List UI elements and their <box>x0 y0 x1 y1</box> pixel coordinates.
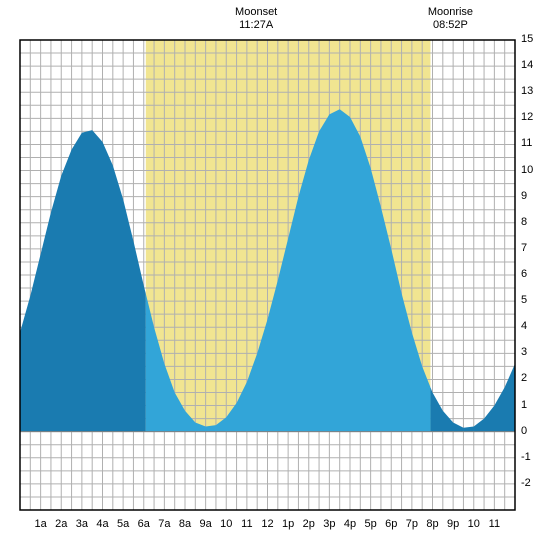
y-tick-label: 12 <box>521 111 533 123</box>
x-tick-label: 2p <box>303 518 315 530</box>
x-tick-label: 3p <box>323 518 335 530</box>
y-tick-label: -2 <box>521 477 531 489</box>
y-tick-label: 14 <box>521 59 533 71</box>
tide-chart: -2-101234567891011121314151a2a3a4a5a6a7a… <box>0 0 550 550</box>
x-tick-label: 7p <box>406 518 418 530</box>
x-tick-label: 8p <box>426 518 438 530</box>
x-tick-label: 1a <box>35 518 47 530</box>
y-tick-label: 11 <box>521 137 532 149</box>
annotation-moonrise: Moonrise08:52P <box>420 6 480 32</box>
x-tick-label: 8a <box>179 518 191 530</box>
y-tick-label: 4 <box>521 320 527 332</box>
x-tick-label: 2a <box>55 518 67 530</box>
x-tick-label: 9a <box>200 518 212 530</box>
x-tick-label: 11 <box>241 518 252 530</box>
x-tick-label: 1p <box>282 518 294 530</box>
y-tick-label: 1 <box>521 399 527 411</box>
x-tick-label: 10 <box>220 518 232 530</box>
chart-svg <box>0 0 550 550</box>
y-tick-label: 7 <box>521 242 527 254</box>
y-tick-label: 13 <box>521 85 533 97</box>
annotation-time: 11:27A <box>226 19 286 32</box>
x-tick-label: 5a <box>117 518 129 530</box>
x-tick-label: 10 <box>468 518 480 530</box>
y-tick-label: 2 <box>521 372 527 384</box>
x-tick-label: 5p <box>365 518 377 530</box>
y-tick-label: 9 <box>521 190 527 202</box>
y-tick-label: 10 <box>521 164 533 176</box>
y-tick-label: 8 <box>521 216 527 228</box>
y-tick-label: 3 <box>521 346 527 358</box>
x-tick-label: 3a <box>76 518 88 530</box>
x-tick-label: 11 <box>489 518 500 530</box>
annotation-title: Moonset <box>226 6 286 19</box>
x-tick-label: 12 <box>261 518 273 530</box>
x-tick-label: 4p <box>344 518 356 530</box>
x-tick-label: 9p <box>447 518 459 530</box>
y-tick-label: 0 <box>521 425 527 437</box>
y-tick-label: 6 <box>521 268 527 280</box>
annotation-title: Moonrise <box>420 6 480 19</box>
y-tick-label: 15 <box>521 33 533 45</box>
x-tick-label: 6p <box>385 518 397 530</box>
annotation-time: 08:52P <box>420 19 480 32</box>
y-tick-label: -1 <box>521 451 531 463</box>
x-tick-label: 7a <box>158 518 170 530</box>
x-tick-label: 4a <box>96 518 108 530</box>
annotation-moonset: Moonset11:27A <box>226 6 286 32</box>
y-tick-label: 5 <box>521 294 527 306</box>
x-tick-label: 6a <box>138 518 150 530</box>
